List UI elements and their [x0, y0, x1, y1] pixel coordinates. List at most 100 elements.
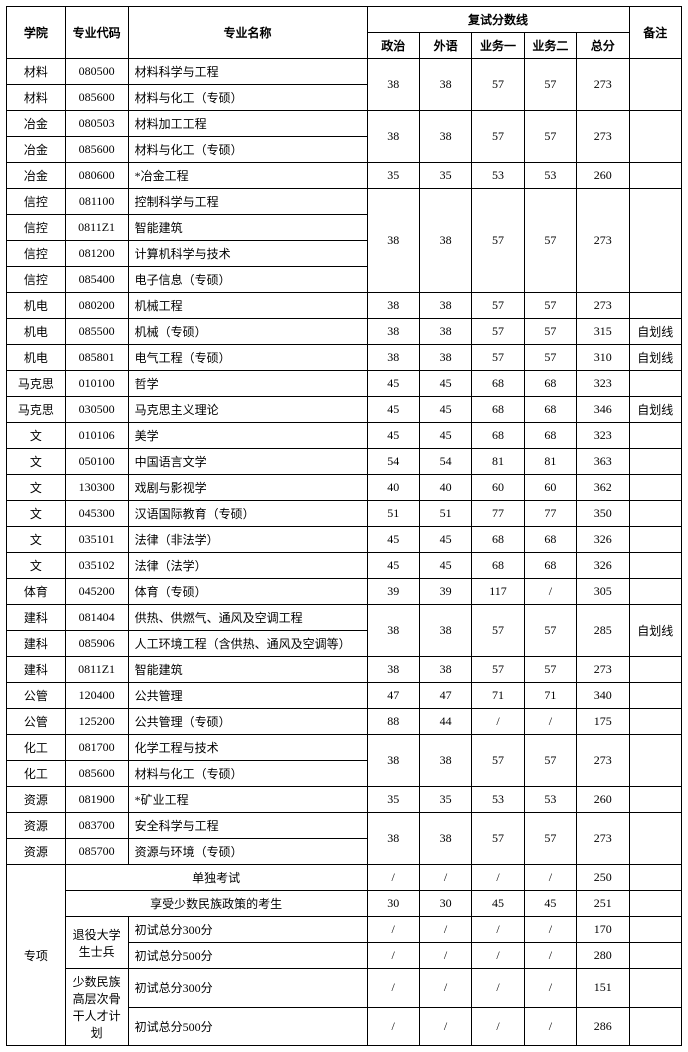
cell-score: /	[367, 969, 419, 1008]
cell-score: /	[419, 917, 471, 943]
cell-remark	[629, 423, 682, 449]
cell-remark	[629, 735, 682, 787]
cell-score: 57	[472, 813, 524, 865]
cell-remark	[629, 787, 682, 813]
cell-remark	[629, 163, 682, 189]
cell-score: /	[524, 865, 576, 891]
cell-score: 68	[472, 527, 524, 553]
table-header: 学院 专业代码 专业名称 复试分数线 备注 政治 外语 业务一 业务二 总分	[7, 7, 682, 59]
cell-special-name: 单独考试	[65, 865, 367, 891]
table-row: 冶金080503材料加工工程38385757273	[7, 111, 682, 137]
cell-code: 010106	[65, 423, 128, 449]
cell-code: 035102	[65, 553, 128, 579]
cell-score: 57	[524, 59, 576, 111]
cell-code: 0811Z1	[65, 215, 128, 241]
cell-college: 公管	[7, 683, 66, 709]
cell-score: 45	[419, 553, 471, 579]
cell-major-name: 供热、供燃气、通风及空调工程	[128, 605, 367, 631]
cell-code: 081200	[65, 241, 128, 267]
cell-college: 建科	[7, 657, 66, 683]
cell-major-name: 法律（非法学）	[128, 527, 367, 553]
cell-score: 273	[577, 657, 629, 683]
cell-score: /	[367, 943, 419, 969]
cell-major-name: 化学工程与技术	[128, 735, 367, 761]
cell-major-name: 法律（法学）	[128, 553, 367, 579]
cell-score: 57	[524, 605, 576, 657]
cell-college: 冶金	[7, 111, 66, 137]
cell-score: 40	[419, 475, 471, 501]
cell-major-name: 机械工程	[128, 293, 367, 319]
cell-college: 机电	[7, 345, 66, 371]
cell-score: 346	[577, 397, 629, 423]
cell-score: 44	[419, 709, 471, 735]
cell-score: /	[472, 1007, 524, 1046]
cell-major-name: 人工环境工程（含供热、通风及空调等）	[128, 631, 367, 657]
cell-special-label: 专项	[7, 865, 66, 1046]
cell-score: 38	[367, 345, 419, 371]
cell-score: 51	[367, 501, 419, 527]
cell-score: 273	[577, 111, 629, 163]
cell-score: 38	[419, 345, 471, 371]
cell-code: 085400	[65, 267, 128, 293]
cell-score: /	[472, 969, 524, 1008]
cell-score: 57	[472, 293, 524, 319]
cell-major-name: 电子信息（专硕）	[128, 267, 367, 293]
cell-major-name: *矿业工程	[128, 787, 367, 813]
cell-college: 冶金	[7, 163, 66, 189]
table-row: 冶金080600*冶金工程35355353260	[7, 163, 682, 189]
cell-code: 085700	[65, 839, 128, 865]
cell-score: 260	[577, 163, 629, 189]
cell-remark: 自划线	[629, 319, 682, 345]
table-row: 建科081404供热、供燃气、通风及空调工程38385757285自划线	[7, 605, 682, 631]
cell-score: /	[419, 943, 471, 969]
cell-score: 68	[524, 423, 576, 449]
cell-score: /	[419, 865, 471, 891]
cell-score: 39	[419, 579, 471, 605]
cell-special-name: 享受少数民族政策的考生	[65, 891, 367, 917]
cell-score: 305	[577, 579, 629, 605]
table-row: 文130300戏剧与影视学40406060362	[7, 475, 682, 501]
cell-code: 085801	[65, 345, 128, 371]
cell-remark	[629, 371, 682, 397]
table-row: 化工081700化学工程与技术38385757273	[7, 735, 682, 761]
header-name: 专业名称	[128, 7, 367, 59]
cell-score: 38	[419, 657, 471, 683]
cell-score: 45	[472, 891, 524, 917]
cell-college: 马克思	[7, 371, 66, 397]
table-row: 公管125200公共管理（专硕）8844//175	[7, 709, 682, 735]
cell-remark	[629, 189, 682, 293]
cell-score: 57	[524, 293, 576, 319]
cell-remark	[629, 293, 682, 319]
cell-remark	[629, 891, 682, 917]
cell-score: 323	[577, 371, 629, 397]
cell-score: 273	[577, 189, 629, 293]
special-body: 专项单独考试////250享受少数民族政策的考生30304545251退役大学生…	[7, 865, 682, 1046]
cell-score: 39	[367, 579, 419, 605]
cell-score: 315	[577, 319, 629, 345]
cell-major-name: *冶金工程	[128, 163, 367, 189]
cell-code: 085600	[65, 85, 128, 111]
header-politics: 政治	[367, 33, 419, 59]
cell-score: 57	[472, 657, 524, 683]
cell-score: 57	[472, 735, 524, 787]
cell-score: /	[367, 1007, 419, 1046]
cell-score: 57	[472, 319, 524, 345]
cell-college: 马克思	[7, 397, 66, 423]
cell-score: 57	[524, 735, 576, 787]
cell-code: 045300	[65, 501, 128, 527]
cell-score: /	[524, 1007, 576, 1046]
cell-major-name: 材料与化工（专硕）	[128, 85, 367, 111]
table-body: 材料080500材料科学与工程38385757273材料085600材料与化工（…	[7, 59, 682, 865]
cell-score: 38	[419, 293, 471, 319]
cell-score: 350	[577, 501, 629, 527]
cell-code: 081404	[65, 605, 128, 631]
cell-score: 68	[524, 371, 576, 397]
cell-score: 323	[577, 423, 629, 449]
cell-score: 45	[367, 397, 419, 423]
table-row: 文045300汉语国际教育（专硕）51517777350	[7, 501, 682, 527]
cell-score: /	[524, 943, 576, 969]
table-row: 文035102法律（法学）45456868326	[7, 553, 682, 579]
header-foreign: 外语	[419, 33, 471, 59]
cell-score: /	[472, 917, 524, 943]
cell-score: 38	[419, 605, 471, 657]
